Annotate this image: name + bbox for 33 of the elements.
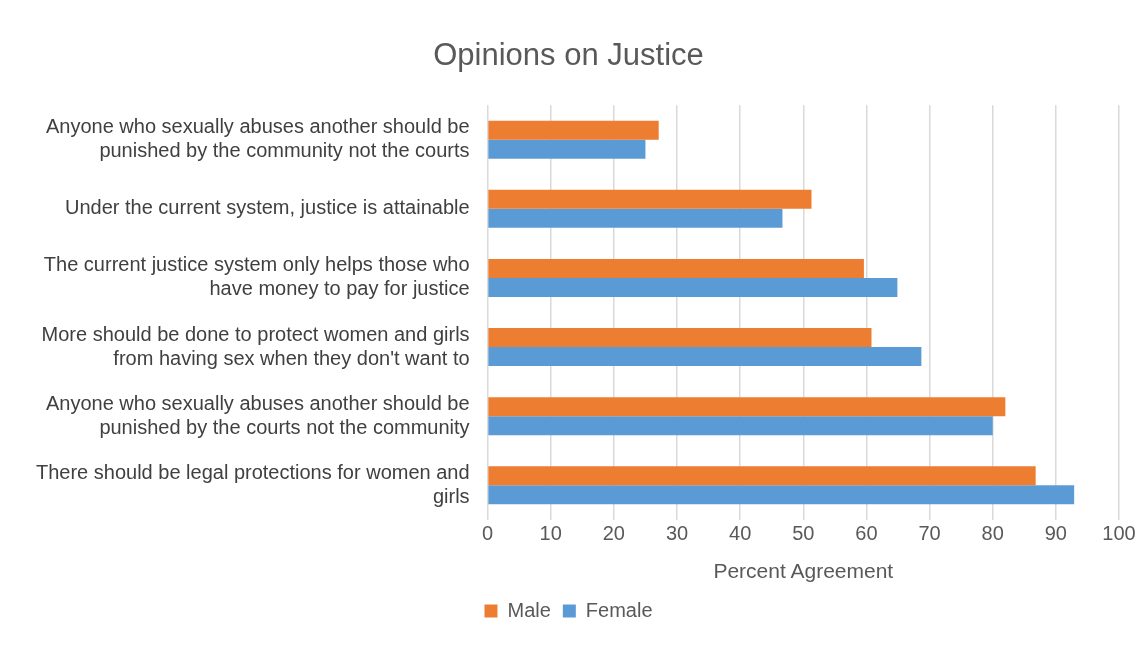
bar [488,485,1075,505]
bar [488,208,783,228]
bar [488,258,864,278]
bar [488,139,646,159]
bar [488,466,1036,486]
bar [488,120,659,140]
y-tick-label: Anyone who sexually abuses another should be punished by the community not the courts [45,115,470,162]
legend-label: Female [585,598,653,621]
legend-label: Male [507,598,551,621]
x-tick-label: 60 [855,522,878,545]
bar [488,397,1006,417]
bar [488,347,922,367]
y-tick-label: There should be legal protections for women and girls [36,460,470,507]
y-tick-label: More should be done to protect women and girls from having sex when they don't want to [41,322,470,369]
y-tick-label: Anyone who sexually abuses another should be punished by the courts not the community [45,391,470,438]
x-tick-label: 70 [918,522,941,545]
x-tick-label: 10 [539,522,562,545]
x-tick-label: 20 [602,522,625,545]
x-tick-label: 50 [792,522,815,545]
chart-title: Opinions on Justice [433,37,704,73]
bar [488,277,898,297]
x-tick-label: 0 [482,522,494,545]
x-tick-label: 100 [1102,522,1136,545]
x-tick-label: 40 [729,522,752,545]
y-tick-label: Under the current system, justice is attainable [64,196,470,219]
x-tick-label: 30 [665,522,689,545]
x-tick-label: 90 [1044,522,1067,545]
x-axis-title: Percent Agreement [713,559,894,583]
bar [488,328,872,348]
bar [488,416,993,436]
x-tick-label: 80 [981,522,1004,545]
y-tick-label: The current justice system only helps those who have money to pay for justice [43,253,470,300]
bar [488,189,812,209]
